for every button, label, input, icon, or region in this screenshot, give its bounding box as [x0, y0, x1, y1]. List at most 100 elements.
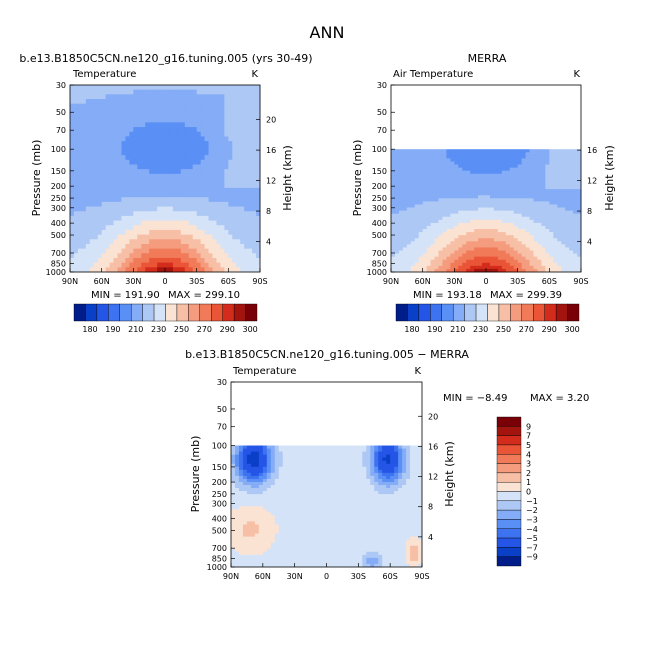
- field-cell: [302, 445, 308, 449]
- field-cell: [216, 215, 221, 221]
- field-cell: [529, 225, 534, 230]
- field-cell: [231, 500, 236, 504]
- field-cell: [157, 243, 162, 250]
- field-cell: [113, 253, 118, 259]
- field-cell: [573, 241, 578, 245]
- field-cell: [565, 161, 570, 165]
- field-cell: [394, 500, 399, 504]
- field-cell: [482, 167, 487, 172]
- field-cell: [220, 103, 225, 109]
- field-cell: [180, 243, 186, 250]
- field-cell: [204, 159, 209, 165]
- field-cell: [224, 122, 229, 128]
- field-cell: [97, 85, 103, 91]
- field-cell: [573, 189, 578, 193]
- field-cell: [394, 262, 400, 267]
- field-cell: [462, 250, 467, 254]
- field-cell: [196, 89, 202, 95]
- field-cell: [493, 158, 499, 162]
- field-cell: [374, 475, 379, 480]
- field-cell: [188, 187, 194, 193]
- field-cell: [125, 183, 130, 189]
- field-cell: [153, 169, 158, 175]
- field-cell: [244, 159, 249, 165]
- field-cell: [521, 222, 526, 227]
- colorbar-label: 270: [519, 325, 534, 334]
- field-cell: [505, 256, 511, 261]
- field-cell: [442, 173, 447, 178]
- field-cell: [93, 117, 99, 123]
- field-cell: [426, 222, 431, 227]
- field-cell: [529, 253, 534, 258]
- field-cell: [145, 145, 150, 151]
- field-cell: [266, 448, 272, 452]
- field-cell: [362, 448, 367, 452]
- field-cell: [184, 99, 190, 105]
- field-cell: [374, 451, 379, 456]
- field-cell: [537, 244, 542, 248]
- field-cell: [513, 173, 519, 178]
- field-cell: [240, 117, 245, 123]
- y-tick-label: 100: [372, 145, 387, 154]
- field-cell: [391, 259, 396, 264]
- field-cell: [256, 159, 261, 165]
- field-cell: [410, 491, 415, 495]
- field-cell: [133, 243, 138, 250]
- field-cell: [129, 178, 134, 184]
- field-cell: [569, 247, 574, 251]
- field-cell: [529, 204, 534, 208]
- field-cell: [180, 239, 186, 245]
- field-cell: [228, 243, 233, 250]
- field-cell: [549, 149, 554, 153]
- field-cell: [73, 155, 79, 161]
- field-cell: [402, 481, 407, 486]
- field-cell: [141, 169, 146, 175]
- field-cell: [398, 155, 404, 159]
- field-cell: [426, 179, 431, 184]
- field-cell: [278, 448, 284, 452]
- field-cell: [577, 152, 582, 156]
- field-cell: [525, 259, 530, 264]
- field-cell: [521, 262, 526, 267]
- field-cell: [306, 503, 311, 507]
- field-cell: [93, 183, 99, 189]
- field-cell: [414, 219, 420, 224]
- field-cell: [478, 179, 483, 184]
- field-cell: [244, 206, 249, 212]
- field-cell: [81, 192, 87, 198]
- field-cell: [358, 488, 363, 492]
- field-cell: [426, 238, 431, 242]
- field-cell: [489, 232, 495, 236]
- field-cell: [294, 445, 300, 449]
- field-cell: [537, 268, 542, 273]
- field-cell: [294, 481, 300, 486]
- field-cell: [208, 108, 213, 114]
- field-cell: [141, 248, 146, 254]
- field-cell: [93, 192, 99, 198]
- field-cell: [430, 158, 435, 162]
- field-cell: [450, 210, 455, 215]
- field-cell: [109, 117, 114, 123]
- field-cell: [541, 253, 546, 258]
- field-cell: [180, 85, 186, 91]
- field-cell: [196, 229, 202, 235]
- field-cell: [346, 454, 351, 459]
- field-cell: [402, 189, 408, 193]
- field-cell: [302, 485, 308, 489]
- field-cell: [489, 235, 495, 239]
- x-tick-label: 60N: [94, 277, 110, 286]
- field-cell: [454, 176, 459, 181]
- field-cell: [133, 253, 138, 259]
- field-cell: [81, 187, 87, 193]
- field-cell: [489, 238, 495, 242]
- field-cell: [577, 167, 582, 172]
- field-cell: [470, 167, 475, 172]
- field-cell: [81, 243, 87, 250]
- field-cell: [204, 164, 209, 170]
- field-cell: [569, 256, 574, 261]
- field-cell: [137, 229, 142, 235]
- field-cell: [326, 457, 331, 462]
- field-cell: [330, 463, 335, 468]
- colorbar-swatch: [188, 303, 201, 322]
- field-cell: [77, 164, 83, 170]
